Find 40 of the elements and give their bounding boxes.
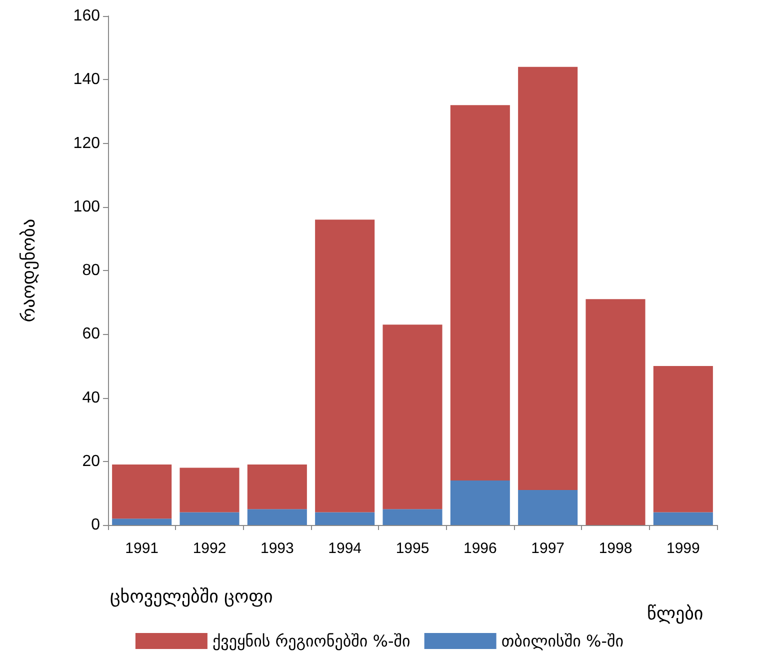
- bar: [450, 480, 510, 525]
- bar: [586, 299, 646, 525]
- legend-label: ქვეყნის რეგიონებში %-ში: [212, 632, 410, 650]
- y-tick-label: 60: [82, 326, 100, 343]
- bar: [315, 512, 375, 525]
- x-tick-label: 1999: [666, 540, 700, 557]
- y-tick-label: 20: [82, 452, 100, 470]
- x-tick-label: 1991: [125, 540, 159, 557]
- bar: [653, 512, 713, 525]
- bar: [315, 220, 375, 512]
- x-tick-label: 1993: [260, 540, 294, 557]
- bar: [180, 468, 240, 512]
- bar: [382, 509, 442, 525]
- bar: [518, 66, 578, 490]
- y-tick-label: 100: [73, 198, 100, 216]
- y-tick-label: 40: [82, 389, 100, 406]
- y-tick-label: 0: [91, 516, 100, 534]
- y-axis-title: რაოდენობა: [18, 218, 40, 322]
- bar: [450, 105, 510, 480]
- x-tick-label: 1992: [192, 540, 226, 557]
- x-tick-label: 1995: [396, 540, 430, 557]
- bar: [112, 518, 172, 525]
- x-tick-label: 1994: [328, 540, 362, 557]
- bar: [180, 512, 240, 525]
- bar: [382, 324, 442, 510]
- bar: [518, 490, 578, 525]
- y-tick-label: 140: [73, 71, 100, 88]
- y-tick-label: 160: [73, 8, 100, 24]
- bar: [247, 464, 307, 510]
- x-tick-label: 1997: [531, 540, 565, 557]
- legend-label: თბილისში %-ში: [501, 632, 624, 650]
- bar: [653, 366, 713, 512]
- y-tick-label: 120: [73, 134, 100, 152]
- x-tick-label: 1998: [598, 540, 632, 557]
- bar: [247, 509, 307, 525]
- text: ცხოველებში ცოფი: [110, 586, 273, 608]
- x-axis-title: წლები: [647, 604, 704, 624]
- bar: [112, 464, 172, 519]
- x-tick-label: 1996: [463, 540, 497, 557]
- y-tick-label: 80: [82, 262, 100, 279]
